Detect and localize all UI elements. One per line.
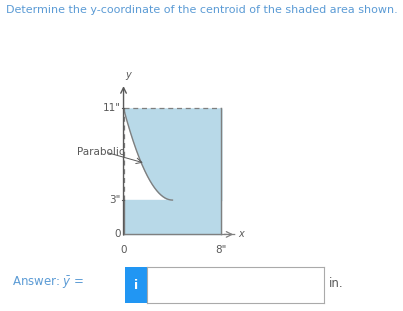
Text: Answer: $\bar{y}$ =: Answer: $\bar{y}$ = — [12, 275, 84, 291]
Text: 8": 8" — [216, 245, 227, 255]
Text: 0: 0 — [120, 245, 127, 255]
Text: x: x — [239, 230, 244, 239]
Text: Determine the y-coordinate of the centroid of the shaded area shown.: Determine the y-coordinate of the centro… — [6, 5, 397, 15]
Text: Parabolic: Parabolic — [77, 147, 125, 157]
Text: 3": 3" — [109, 195, 120, 205]
Text: 11": 11" — [102, 104, 120, 114]
Text: 0: 0 — [114, 230, 120, 239]
Text: i: i — [134, 279, 138, 292]
Text: y: y — [125, 70, 131, 80]
Text: in.: in. — [328, 276, 343, 290]
